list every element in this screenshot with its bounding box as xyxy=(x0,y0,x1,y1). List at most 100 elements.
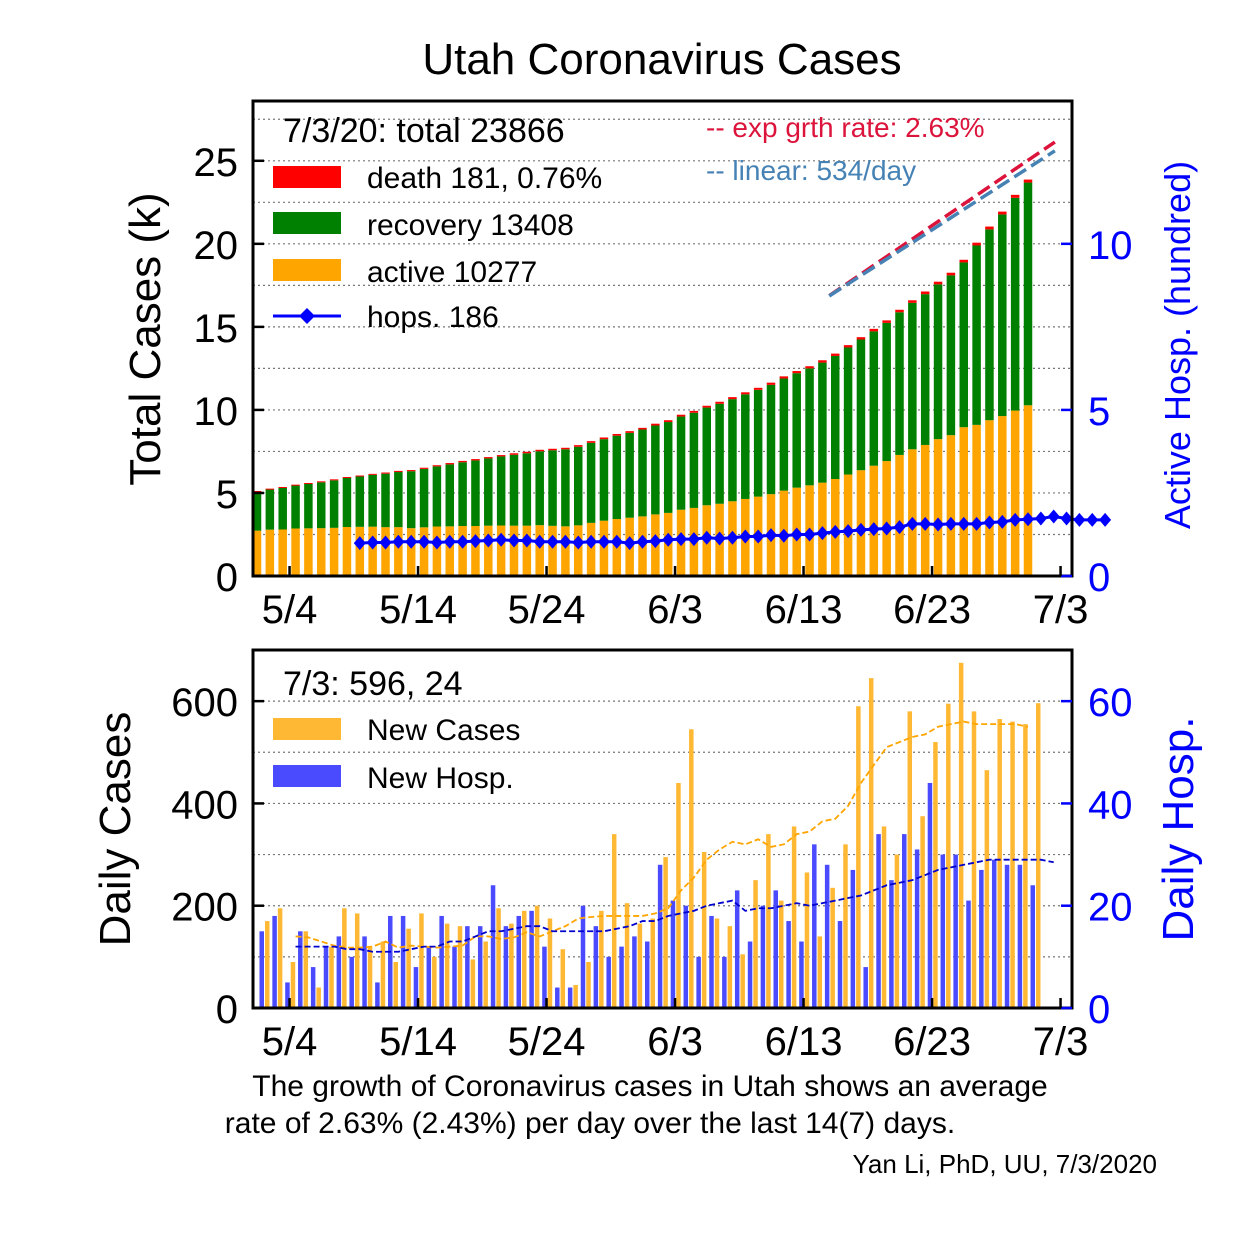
bar-new-hosp xyxy=(799,941,804,1008)
hosp-point xyxy=(636,534,649,549)
bottom-ytick-right-label: 40 xyxy=(1088,783,1133,827)
bar-active xyxy=(561,526,570,576)
bar-new-cases xyxy=(984,770,990,1008)
bar-recovery xyxy=(818,362,827,483)
bar-new-hosp xyxy=(619,946,624,1008)
bar-death xyxy=(291,484,300,486)
bar-death xyxy=(985,226,994,230)
bar-death xyxy=(753,387,763,390)
bottom-xtick-label: 6/3 xyxy=(647,1020,703,1064)
bar-new-cases xyxy=(791,826,797,1008)
top-xtick-label: 7/3 xyxy=(1033,588,1089,632)
bar-active xyxy=(252,530,262,576)
bar-new-hosp xyxy=(812,844,817,1008)
bar-active xyxy=(445,526,454,576)
bar-new-cases xyxy=(637,923,643,1008)
bar-new-hosp xyxy=(709,915,714,1008)
hosp-point xyxy=(752,529,765,544)
bar-new-cases xyxy=(701,852,707,1008)
bar-new-cases xyxy=(329,946,334,1008)
bar-new-hosp xyxy=(747,941,753,1008)
bar-death xyxy=(381,472,390,474)
bar-active xyxy=(869,465,879,576)
top-hosp-line xyxy=(353,509,1112,551)
bottom-ytick-label: 0 xyxy=(216,988,238,1032)
hosp-point xyxy=(379,535,392,550)
bar-recovery xyxy=(766,384,776,495)
hosp-point xyxy=(572,535,585,550)
caption-line-2: rate of 2.63% (2.43%) per day over the l… xyxy=(225,1107,955,1140)
bar-recovery xyxy=(779,378,789,491)
hosp-point xyxy=(469,534,482,549)
bar-recovery xyxy=(856,339,866,471)
bar-active xyxy=(329,527,339,576)
top-xtick-label: 6/23 xyxy=(893,588,971,632)
bar-death xyxy=(265,488,275,490)
bar-recovery xyxy=(663,422,673,513)
bar-new-cases xyxy=(444,923,450,1008)
bar-new-hosp xyxy=(272,915,277,1008)
bar-new-cases xyxy=(753,880,758,1008)
bar-active xyxy=(959,427,968,576)
exp-fit-label: -- exp grth rate: 2.63% xyxy=(706,112,985,143)
bar-active xyxy=(317,528,326,576)
bottom-xtick-label: 6/23 xyxy=(893,1020,971,1064)
bar-new-cases xyxy=(946,703,951,1008)
bar-new-cases xyxy=(522,910,527,1008)
top-xtick-label: 6/3 xyxy=(647,588,703,632)
hosp-point xyxy=(662,532,675,547)
bar-new-cases xyxy=(689,729,694,1008)
bar-new-cases xyxy=(933,742,938,1008)
bar-recovery xyxy=(869,331,879,466)
bar-new-hosp xyxy=(773,890,778,1008)
bar-new-hosp xyxy=(940,854,946,1008)
bottom-axis-ticks: 0 200 400 600 0 20 40 60 5/4 5/14 5/24 6/3 6/13 6/23 7… xyxy=(171,681,1132,1064)
hosp-point xyxy=(495,532,508,547)
bar-recovery xyxy=(933,284,943,440)
bar-new-cases xyxy=(843,844,848,1008)
bar-new-hosp xyxy=(786,921,791,1008)
hosp-point xyxy=(970,516,983,531)
bar-new-cases xyxy=(714,918,720,1008)
top-axis-ticks: 0 5 10 15 20 25 0 5 10 5/4 5/14 5/24 6/3 6/13 6/23 7/3 xyxy=(194,141,1133,632)
top-ytick-right-label: 5 xyxy=(1088,390,1110,434)
hosp-point xyxy=(533,534,546,549)
bar-new-cases xyxy=(265,921,270,1008)
bar-new-hosp xyxy=(824,864,830,1008)
bar-new-hosp xyxy=(953,854,958,1008)
hosp-point xyxy=(687,532,700,547)
bar-active xyxy=(882,461,891,576)
hosp-point xyxy=(559,534,572,549)
bar-death xyxy=(766,382,776,385)
bar-new-cases xyxy=(650,918,655,1008)
hosp-point xyxy=(906,516,919,531)
bar-new-hosp xyxy=(979,869,984,1008)
bar-death xyxy=(856,337,866,340)
bar-active xyxy=(394,527,403,576)
bar-death xyxy=(869,328,879,332)
bar-new-hosp xyxy=(336,936,342,1008)
bar-new-cases xyxy=(804,872,810,1008)
bar-new-cases xyxy=(547,918,553,1008)
bottom-ytick-right-label: 20 xyxy=(1088,886,1133,930)
bar-death xyxy=(471,459,480,461)
bar-new-cases xyxy=(997,719,1002,1008)
bar-active xyxy=(1010,410,1020,576)
bar-active xyxy=(522,525,532,576)
bar-recovery xyxy=(792,373,801,488)
hosp-point xyxy=(893,520,906,535)
bar-death xyxy=(458,460,467,463)
bar-active xyxy=(342,527,352,576)
bar-death xyxy=(445,463,454,465)
hosp-point xyxy=(508,533,520,548)
hosp-point xyxy=(456,534,469,549)
bar-recovery xyxy=(484,458,493,526)
bar-new-cases xyxy=(611,834,617,1008)
bar-new-hosp xyxy=(310,967,316,1008)
bar-death xyxy=(920,291,930,295)
bar-new-hosp xyxy=(863,967,868,1008)
bar-death xyxy=(561,447,570,450)
bar-recovery xyxy=(291,485,300,529)
bar-new-cases xyxy=(534,905,540,1008)
top-ytick-label: 10 xyxy=(194,390,239,434)
